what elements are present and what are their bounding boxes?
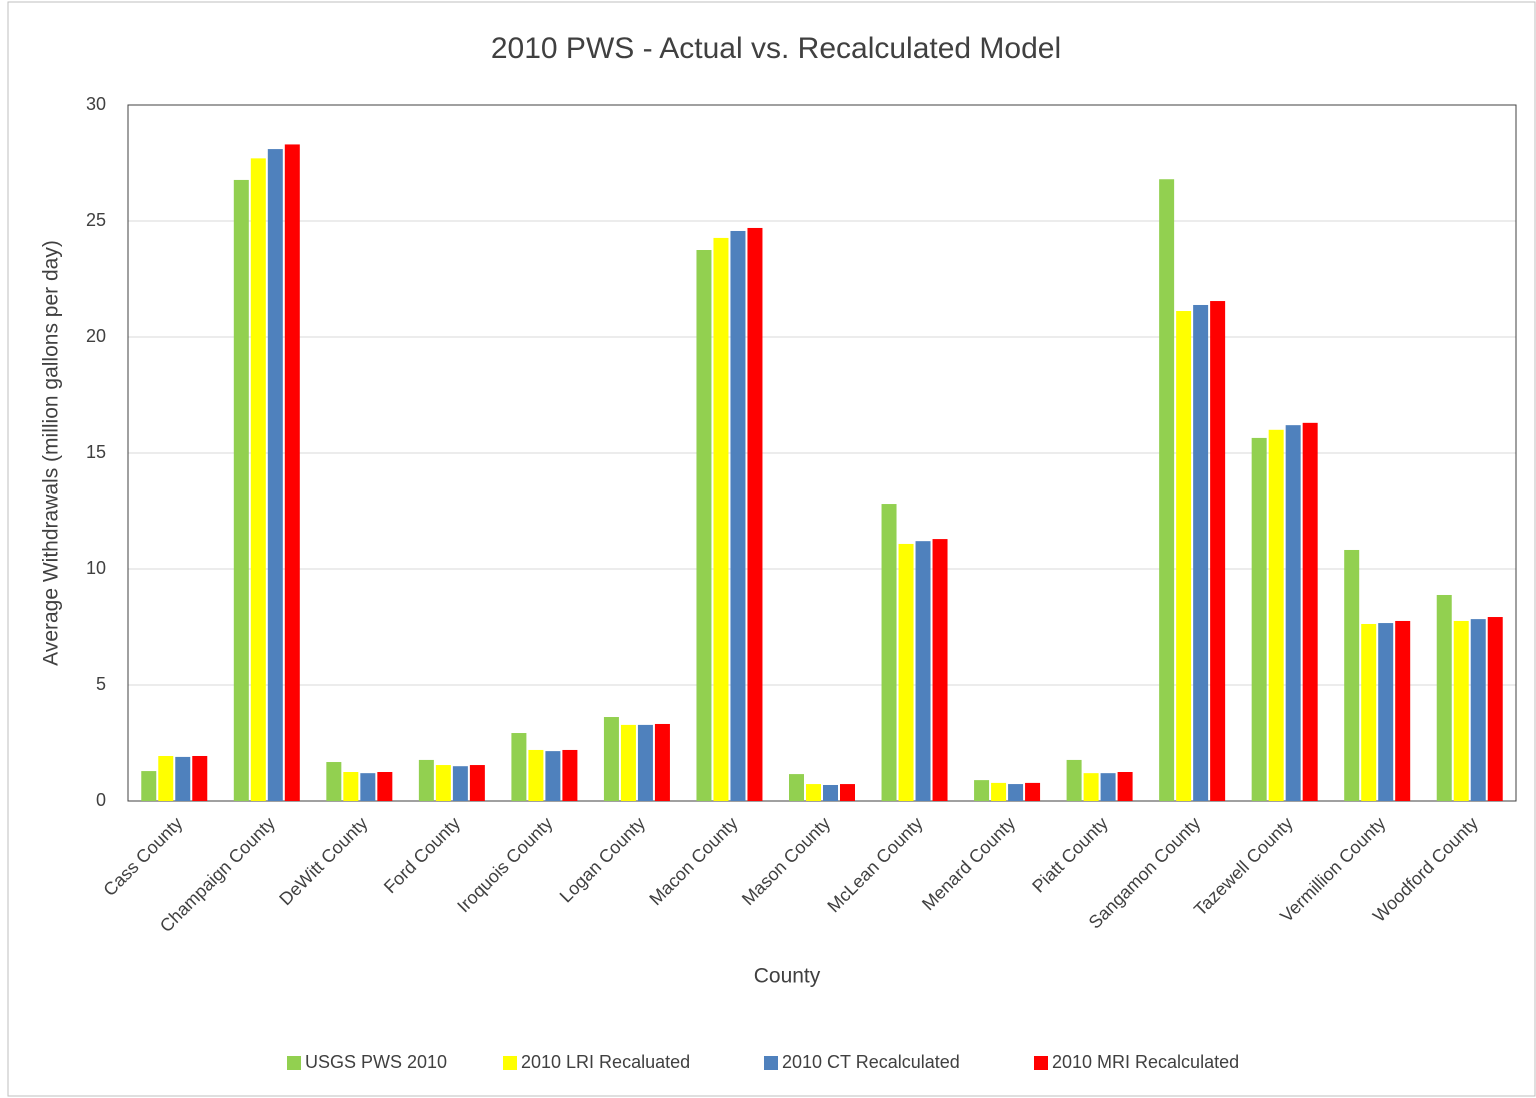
y-tick-label: 0 bbox=[96, 790, 106, 810]
bar bbox=[192, 755, 208, 801]
bar bbox=[1083, 773, 1099, 801]
legend-label: 2010 MRI Recalculated bbox=[1052, 1052, 1239, 1072]
bar bbox=[1251, 437, 1267, 801]
y-tick-label: 25 bbox=[86, 210, 106, 230]
y-tick-label: 10 bbox=[86, 558, 106, 578]
bar bbox=[730, 230, 746, 801]
bar bbox=[343, 772, 359, 801]
bar bbox=[603, 717, 619, 801]
bar bbox=[1344, 549, 1360, 801]
bar bbox=[1066, 759, 1082, 801]
legend-swatch bbox=[1034, 1056, 1048, 1070]
bar bbox=[158, 755, 174, 801]
bar bbox=[696, 250, 712, 801]
bar bbox=[654, 723, 670, 801]
bar bbox=[915, 541, 931, 801]
bar bbox=[1268, 429, 1284, 801]
y-tick-label: 30 bbox=[86, 94, 106, 114]
bar bbox=[360, 773, 376, 801]
bar bbox=[898, 543, 914, 801]
legend-label: 2010 LRI Recaluated bbox=[521, 1052, 690, 1072]
bar bbox=[141, 771, 157, 801]
bar bbox=[175, 756, 191, 801]
bar bbox=[1025, 782, 1041, 801]
bar bbox=[452, 766, 468, 801]
bar bbox=[881, 504, 897, 801]
legend-label: 2010 CT Recalculated bbox=[782, 1052, 960, 1072]
bar bbox=[1361, 623, 1377, 801]
bar bbox=[511, 733, 527, 801]
bar bbox=[233, 179, 249, 801]
bar bbox=[1285, 425, 1301, 801]
bar bbox=[1487, 617, 1503, 801]
bar bbox=[250, 158, 266, 802]
bar bbox=[1436, 594, 1452, 801]
y-tick-label: 20 bbox=[86, 326, 106, 346]
bar bbox=[1470, 619, 1486, 801]
bar bbox=[789, 774, 804, 801]
bar bbox=[637, 724, 653, 801]
bar bbox=[1378, 623, 1394, 801]
chart-title: 2010 PWS - Actual vs. Recalculated Model bbox=[491, 32, 1061, 65]
bar bbox=[806, 784, 821, 801]
bar bbox=[326, 762, 342, 801]
bar bbox=[545, 751, 561, 801]
x-axis-title: County bbox=[754, 965, 821, 988]
bar bbox=[620, 724, 636, 801]
bar bbox=[932, 539, 948, 801]
bar bbox=[713, 237, 729, 801]
legend-swatch bbox=[503, 1056, 517, 1070]
bar bbox=[469, 765, 485, 801]
bar bbox=[1159, 179, 1175, 802]
bar bbox=[840, 784, 855, 801]
bar bbox=[1453, 620, 1469, 801]
plot-frame bbox=[127, 104, 1517, 802]
legend-label: USGS PWS 2010 bbox=[305, 1052, 447, 1072]
y-tick-label: 15 bbox=[86, 442, 106, 462]
bar bbox=[528, 749, 544, 801]
bar bbox=[747, 227, 763, 801]
y-axis-title: Average Withdrawals (million gallons per… bbox=[40, 240, 63, 666]
bar bbox=[1100, 773, 1116, 801]
legend-swatch bbox=[764, 1056, 778, 1070]
bar bbox=[823, 784, 838, 801]
bar bbox=[1395, 620, 1411, 801]
bar bbox=[1193, 304, 1209, 801]
bar bbox=[267, 149, 283, 801]
y-tick-label: 5 bbox=[96, 674, 106, 694]
bar bbox=[1210, 301, 1226, 801]
bar bbox=[435, 765, 451, 801]
bar bbox=[1008, 784, 1024, 801]
bar bbox=[1302, 422, 1318, 801]
bar bbox=[991, 782, 1007, 801]
legend-swatch bbox=[287, 1056, 301, 1070]
bar bbox=[1176, 311, 1192, 801]
bar bbox=[974, 780, 990, 801]
bar bbox=[418, 759, 434, 801]
bar bbox=[562, 749, 578, 801]
bar bbox=[1117, 772, 1133, 801]
bar bbox=[377, 772, 393, 801]
bar bbox=[284, 144, 300, 801]
